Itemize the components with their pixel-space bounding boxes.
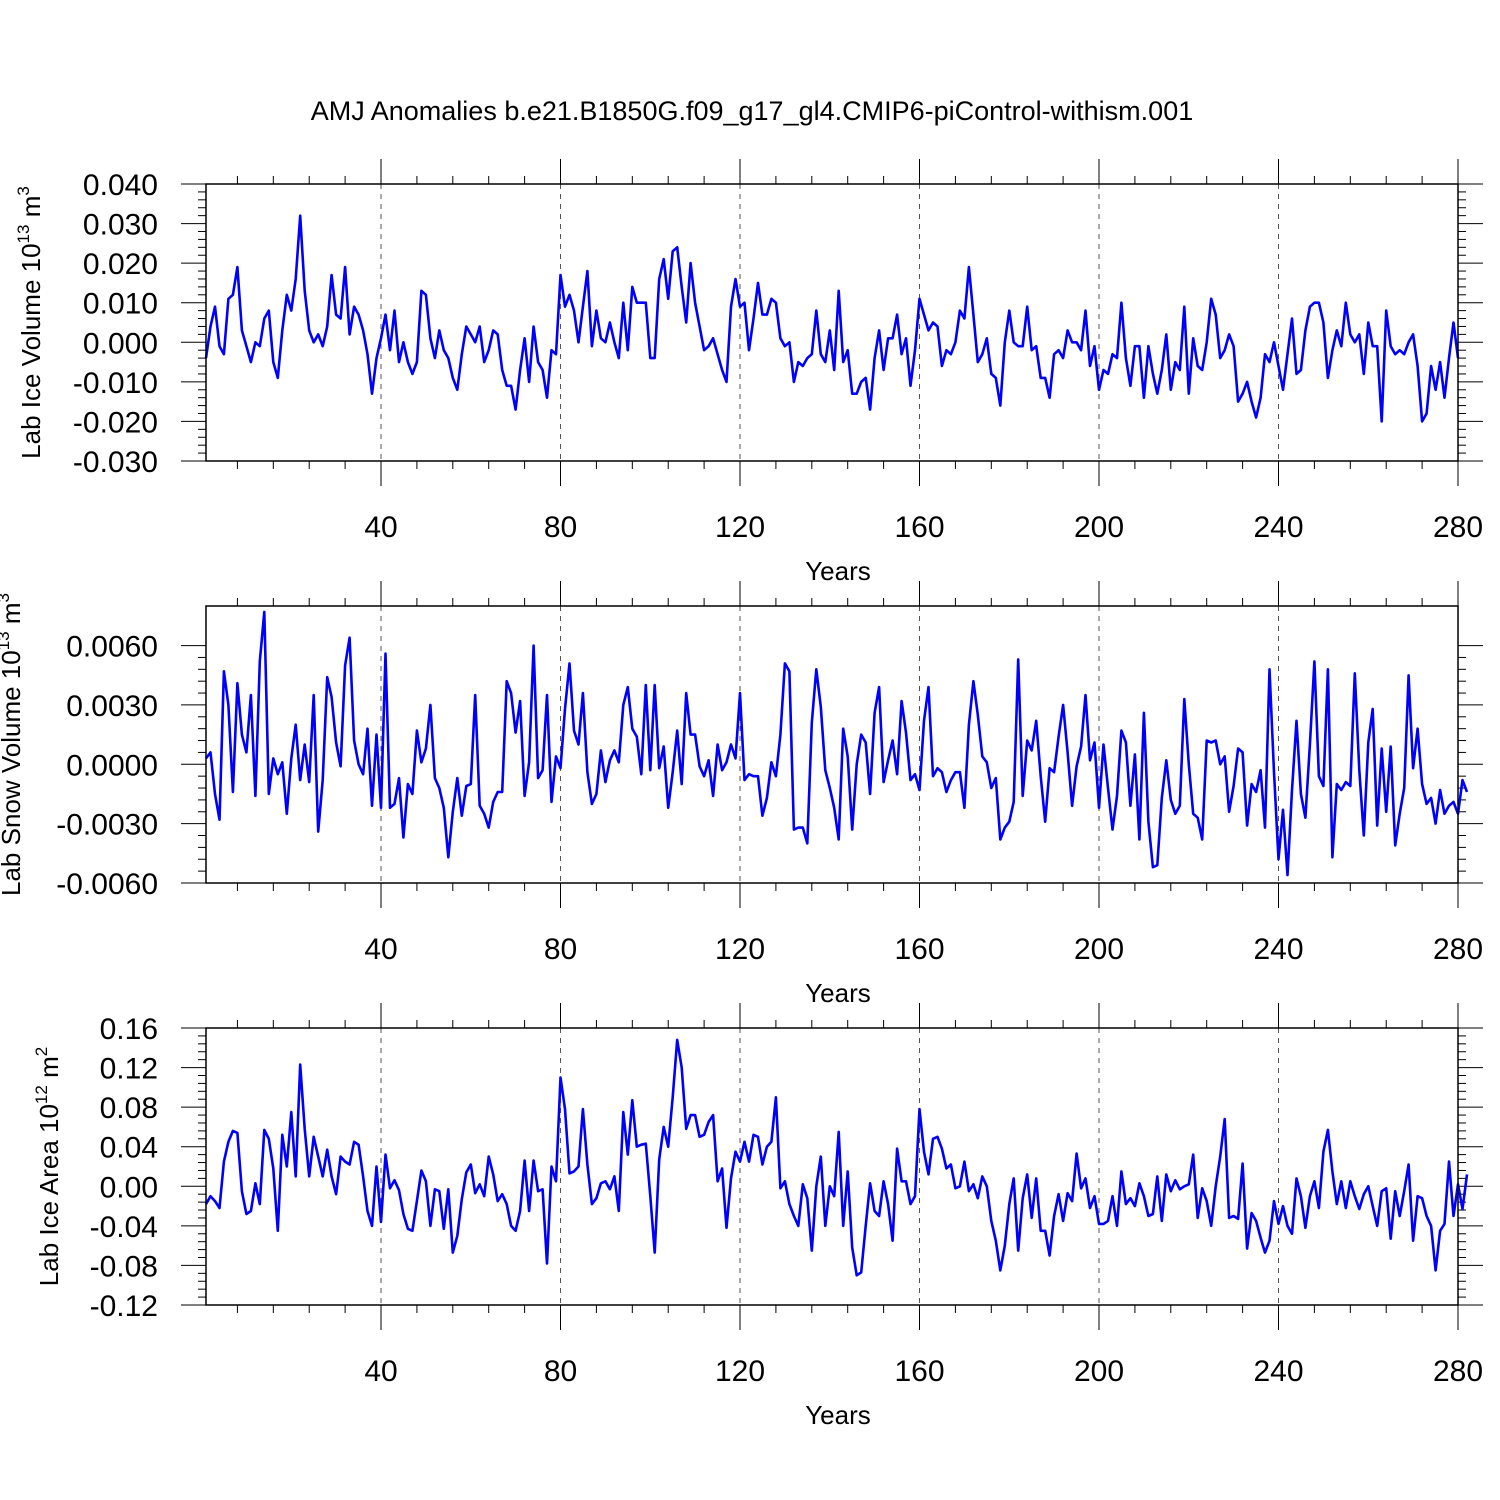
x-tick-label: 160 xyxy=(894,1355,944,1388)
y-axis-title-unit: m xyxy=(0,602,26,631)
y-tick-label: -0.020 xyxy=(73,406,158,439)
y-tick-label: 0.08 xyxy=(100,1092,158,1125)
y-tick-label: 0.00 xyxy=(100,1171,158,1204)
chart-panel-3: -0.12 -0.08 -0.04 0.00 0.04 0.08 0.12 0.16 40 80 1… xyxy=(32,1003,1483,1430)
y-tick-label: 0.0060 xyxy=(66,631,158,664)
y-axis-title: Lab Ice Area 1012 m2 xyxy=(32,1047,64,1286)
x-tick-label: 280 xyxy=(1433,511,1483,544)
y-axis-title-unit: m xyxy=(34,1056,64,1085)
x-tick-label: 240 xyxy=(1253,511,1303,544)
y-tick-label: 0.04 xyxy=(100,1132,158,1165)
y-axis-title-exponent: 13 xyxy=(14,225,33,244)
series-line xyxy=(204,610,1469,877)
y-axis-title-text: Lab Snow Volume 10 xyxy=(0,650,26,896)
y-tick-label: 0.010 xyxy=(83,288,158,321)
plot-frame xyxy=(205,605,1459,884)
x-tick-label: 80 xyxy=(544,933,577,966)
y-tick-label: 0.0000 xyxy=(66,749,158,782)
x-tick-label: 120 xyxy=(715,1355,765,1388)
chart-panels: -0.030 -0.020 -0.010 0.000 0.010 0.020 0.030 0.… xyxy=(0,159,1483,1430)
y-axis-title: Lab Ice Volume 1013 m3 xyxy=(14,186,46,459)
y-tick-label: 0.12 xyxy=(100,1053,158,1086)
y-axis-title-unit-exponent: 3 xyxy=(0,593,13,602)
series-line xyxy=(204,1038,1469,1277)
x-tick-label: 280 xyxy=(1433,1355,1483,1388)
y-tick-label: 0.16 xyxy=(100,1013,158,1046)
figure-title: AMJ Anomalies b.e21.B1850G.f09_g17_gl4.C… xyxy=(311,96,1193,126)
series-line xyxy=(204,214,1460,423)
y-tick-label: 0.0030 xyxy=(66,690,158,723)
y-axis-title-exponent: 13 xyxy=(0,631,13,650)
y-tick-label: 0.030 xyxy=(83,209,158,242)
y-tick-label: 0.020 xyxy=(83,248,158,281)
y-tick-label: -0.010 xyxy=(73,367,158,400)
chart-panel-1: -0.030 -0.020 -0.010 0.000 0.010 0.020 0.030 0.… xyxy=(14,159,1483,586)
x-tick-label: 160 xyxy=(894,933,944,966)
y-tick-label: -0.04 xyxy=(90,1211,158,1244)
x-tick-label: 280 xyxy=(1433,933,1483,966)
x-tick-label: 80 xyxy=(544,1355,577,1388)
y-tick-label: -0.0060 xyxy=(56,868,158,901)
x-axis-title: Years xyxy=(805,1400,871,1430)
x-tick-label: 40 xyxy=(364,933,397,966)
x-tick-label: 240 xyxy=(1253,933,1303,966)
y-tick-label: 0.000 xyxy=(83,327,158,360)
x-tick-label: 200 xyxy=(1074,933,1124,966)
y-tick-label: -0.12 xyxy=(90,1290,158,1323)
y-axis-title-text: Lab Ice Volume 10 xyxy=(16,243,46,458)
x-axis-title: Years xyxy=(805,556,871,586)
y-tick-label: -0.0030 xyxy=(56,809,158,842)
y-axis-title-text: Lab Ice Area 10 xyxy=(34,1104,64,1286)
y-tick-label: 0.040 xyxy=(83,169,158,202)
x-tick-label: 120 xyxy=(715,511,765,544)
x-tick-label: 240 xyxy=(1253,1355,1303,1388)
plot-frame xyxy=(205,1027,1459,1306)
y-tick-label: -0.08 xyxy=(90,1250,158,1283)
y-tick-label: -0.030 xyxy=(73,446,158,479)
x-tick-label: 40 xyxy=(364,511,397,544)
chart-panel-2: -0.0060 -0.0030 0.0000 0.0030 0.0060 40 80 120 1… xyxy=(0,581,1483,1008)
x-axis-title: Years xyxy=(805,978,871,1008)
y-axis-title: Lab Snow Volume 1013 m3 xyxy=(0,593,26,896)
x-tick-label: 120 xyxy=(715,933,765,966)
plot-frame xyxy=(205,183,1459,462)
x-tick-label: 160 xyxy=(894,511,944,544)
x-tick-label: 200 xyxy=(1074,1355,1124,1388)
y-axis-title-unit-exponent: 2 xyxy=(32,1047,51,1056)
y-axis-title-exponent: 12 xyxy=(32,1085,51,1104)
x-tick-label: 80 xyxy=(544,511,577,544)
y-axis-title-unit: m xyxy=(16,196,46,225)
y-axis-title-unit-exponent: 3 xyxy=(14,186,33,195)
x-tick-label: 40 xyxy=(364,1355,397,1388)
x-tick-label: 200 xyxy=(1074,511,1124,544)
